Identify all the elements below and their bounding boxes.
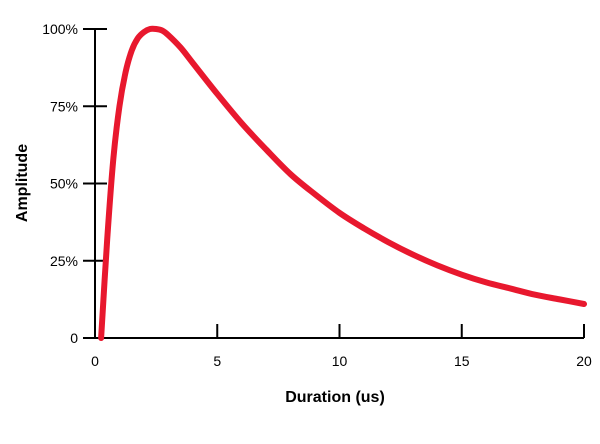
x-tick-label: 5	[213, 353, 221, 369]
x-axis-title: Duration (us)	[285, 389, 385, 406]
y-tick-label: 100%	[42, 21, 78, 37]
y-tick-label: 25%	[50, 253, 78, 269]
y-tick-label: 0	[70, 330, 78, 346]
y-tick-label: 75%	[50, 98, 78, 114]
tick-marks	[83, 28, 585, 339]
y-axis-title: Amplitude	[14, 144, 31, 222]
x-tick-label: 20	[576, 353, 592, 369]
series-line	[98, 25, 587, 341]
x-tick-label: 0	[91, 353, 99, 369]
y-tick-label: 50%	[50, 176, 78, 192]
x-tick-label: 15	[454, 353, 470, 369]
tick-labels: 0 5 10 15 20 0 25% 50% 75% 100%	[42, 21, 592, 369]
series-layer	[98, 25, 587, 341]
x-tick-label: 10	[332, 353, 348, 369]
